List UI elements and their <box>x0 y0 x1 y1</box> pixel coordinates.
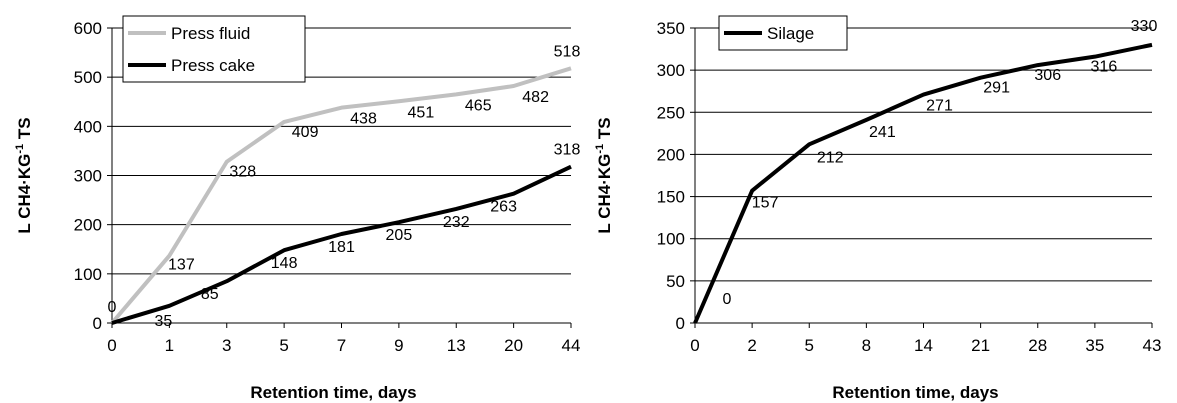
y-tick-label: 500 <box>74 68 102 87</box>
x-axis-title: Retention time, days <box>832 383 998 402</box>
data-label: 35 <box>154 313 172 330</box>
x-tick-label: 9 <box>394 336 403 355</box>
y-tick-label: 200 <box>74 216 102 235</box>
chart-2: 0 50 100 150 200 250 300 350 0 2 5 8 14 21 28 35 43 Reten… <box>594 15 1162 402</box>
x-tick-label: 20 <box>504 336 523 355</box>
y-axis-title-sup: -1 <box>594 144 606 154</box>
x-axis-title: Retention time, days <box>250 383 416 402</box>
y-tick-label: 50 <box>666 272 685 291</box>
x-tick-label: 43 <box>1143 336 1162 355</box>
legend-label: Press fluid <box>171 24 250 43</box>
y-tick-label: 0 <box>676 314 685 333</box>
data-label: 409 <box>292 124 319 141</box>
x-tick-label: 13 <box>447 336 466 355</box>
y-axis-title-end: TS <box>15 117 34 143</box>
series-line-0 <box>693 42 1153 324</box>
data-label: 148 <box>271 255 298 272</box>
y-axis-title: L CH4·KG-1 TS <box>594 117 614 233</box>
x-tick-label: 0 <box>107 336 116 355</box>
y-tick-label: 100 <box>74 265 102 284</box>
data-label: 241 <box>869 124 896 141</box>
data-label: 137 <box>168 257 195 274</box>
x-tick-label: 1 <box>165 336 174 355</box>
y-tick-label: 0 <box>93 314 102 333</box>
data-label: 482 <box>522 89 549 106</box>
x-tick-label: 7 <box>337 336 346 355</box>
legend-label: Press cake <box>171 56 255 75</box>
x-tick-label: 44 <box>562 336 581 355</box>
y-tick-label: 400 <box>74 117 102 136</box>
data-label: 465 <box>465 97 492 114</box>
data-label: 0 <box>108 299 117 316</box>
data-label: 205 <box>386 227 413 244</box>
data-label: 316 <box>1091 59 1118 76</box>
data-label: 263 <box>490 199 517 216</box>
series-line-0 <box>110 66 572 325</box>
x-tick-label: 14 <box>914 336 933 355</box>
y-tick-label: 350 <box>657 19 685 38</box>
data-label: 330 <box>1131 18 1158 35</box>
data-label: 328 <box>229 164 256 181</box>
y-tick-label: 150 <box>657 188 685 207</box>
y-axis-title: L CH4·KG-1 TS <box>14 117 34 233</box>
y-tick-label: 300 <box>74 167 102 186</box>
y-axis-title-end: TS <box>595 117 614 143</box>
data-label: 318 <box>554 142 581 159</box>
series-line-1 <box>111 164 572 325</box>
data-label: 212 <box>817 149 844 166</box>
legend-box <box>122 15 306 83</box>
y-tick-label: 100 <box>657 230 685 249</box>
y-axis-title-main: L CH4·KG <box>15 154 34 234</box>
data-label: 0 <box>723 291 732 308</box>
y-axis-title-sup: -1 <box>14 144 26 154</box>
data-label: 451 <box>408 104 435 121</box>
x-tick-label: 28 <box>1028 336 1047 355</box>
data-label: 232 <box>443 214 470 231</box>
data-label: 518 <box>554 43 581 60</box>
x-tick-label: 3 <box>222 336 231 355</box>
data-label: 157 <box>752 195 779 212</box>
x-tick-label: 21 <box>971 336 990 355</box>
x-tick-label: 5 <box>279 336 288 355</box>
x-tick-label: 0 <box>690 336 699 355</box>
y-tick-label: 250 <box>657 103 685 122</box>
data-label: 181 <box>328 239 355 256</box>
y-tick-label: 200 <box>657 145 685 164</box>
data-label: 271 <box>926 98 953 115</box>
x-tick-label: 8 <box>862 336 871 355</box>
y-axis-title-main: L CH4·KG <box>595 154 614 234</box>
y-tick-label: 300 <box>657 61 685 80</box>
y-tick-label: 600 <box>74 19 102 38</box>
data-label: 291 <box>983 80 1010 97</box>
data-label: 438 <box>350 111 377 128</box>
x-tick-label: 35 <box>1085 336 1104 355</box>
data-label: 85 <box>201 286 219 303</box>
legend-label: Silage <box>767 24 814 43</box>
x-tick-label: 2 <box>747 336 756 355</box>
data-label: 306 <box>1034 67 1061 84</box>
x-tick-label: 5 <box>805 336 814 355</box>
